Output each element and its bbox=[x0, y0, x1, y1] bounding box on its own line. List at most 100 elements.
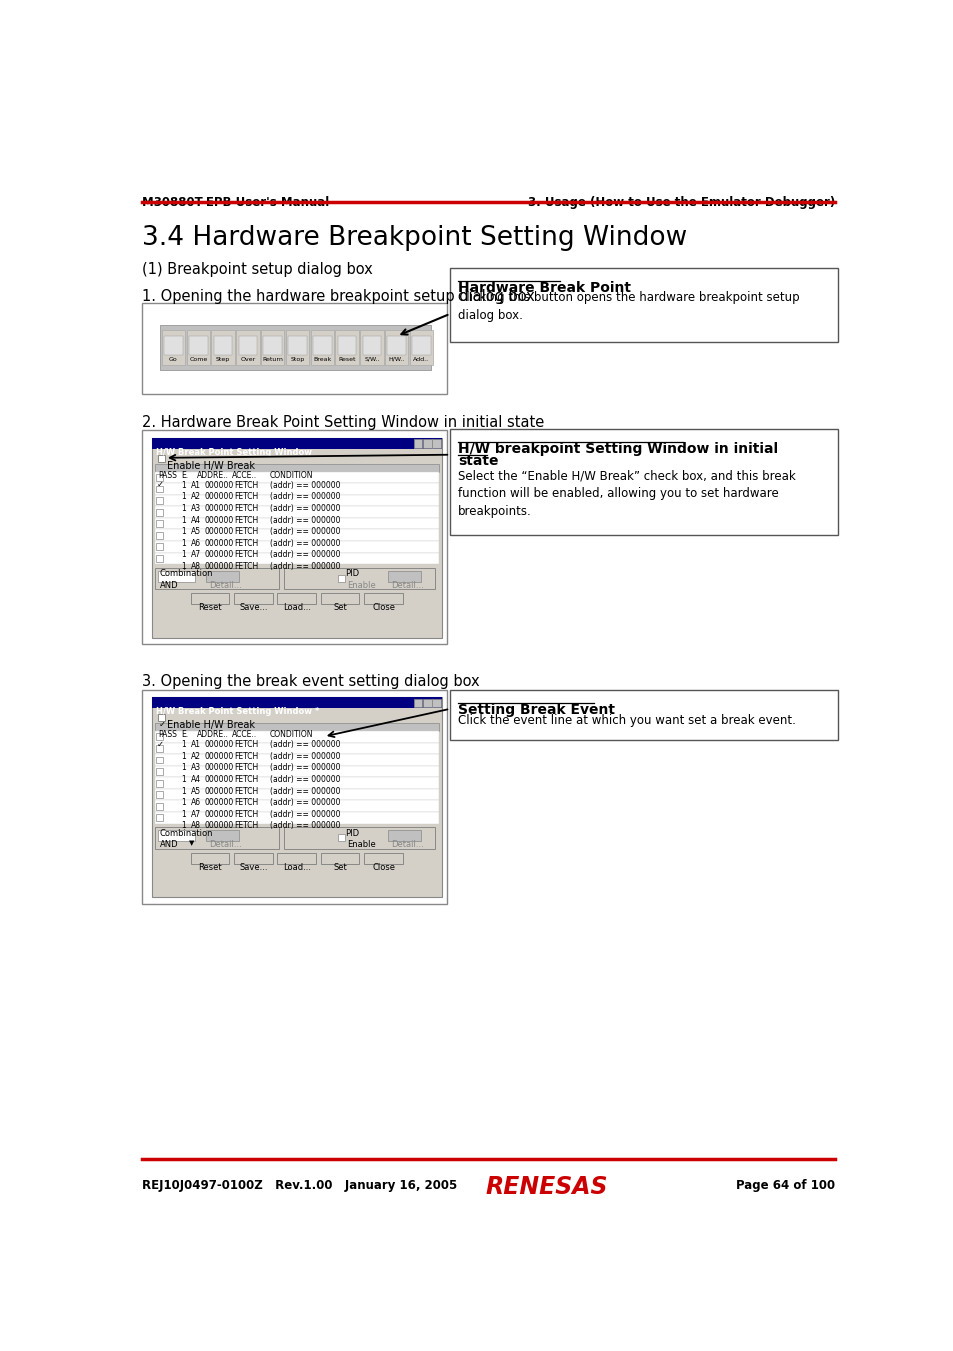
FancyBboxPatch shape bbox=[320, 852, 359, 863]
Text: PID: PID bbox=[345, 830, 359, 838]
Text: 1: 1 bbox=[181, 798, 186, 807]
FancyBboxPatch shape bbox=[450, 689, 837, 739]
FancyBboxPatch shape bbox=[191, 852, 229, 863]
FancyBboxPatch shape bbox=[154, 567, 278, 589]
Text: CONDITION: CONDITION bbox=[270, 471, 313, 480]
Text: FETCH: FETCH bbox=[233, 786, 258, 796]
Text: FETCH: FETCH bbox=[233, 775, 258, 784]
FancyBboxPatch shape bbox=[142, 689, 447, 904]
Text: M30880T-EPB User's Manual: M30880T-EPB User's Manual bbox=[142, 196, 330, 209]
Text: (1) Breakpoint setup dialog box: (1) Breakpoint setup dialog box bbox=[142, 262, 373, 277]
Text: Break: Break bbox=[313, 357, 331, 362]
FancyBboxPatch shape bbox=[154, 812, 439, 824]
Text: 2. Hardware Break Point Setting Window in initial state: 2. Hardware Break Point Setting Window i… bbox=[142, 415, 544, 430]
FancyBboxPatch shape bbox=[152, 697, 442, 708]
Text: Set: Set bbox=[333, 863, 347, 871]
Text: 000000: 000000 bbox=[204, 493, 233, 501]
Text: (addr) == 000000: (addr) == 000000 bbox=[270, 798, 339, 807]
Text: FETCH: FETCH bbox=[233, 493, 258, 501]
Text: A5: A5 bbox=[191, 527, 200, 536]
FancyBboxPatch shape bbox=[335, 330, 358, 365]
FancyBboxPatch shape bbox=[414, 698, 422, 708]
Text: FETCH: FETCH bbox=[233, 809, 258, 819]
Text: Page 64 of 100: Page 64 of 100 bbox=[736, 1178, 835, 1192]
Text: Enable: Enable bbox=[347, 840, 375, 850]
Text: 1: 1 bbox=[181, 481, 186, 490]
FancyBboxPatch shape bbox=[313, 336, 332, 354]
Text: (addr) == 000000: (addr) == 000000 bbox=[270, 775, 339, 784]
FancyBboxPatch shape bbox=[410, 330, 433, 365]
Text: 000000: 000000 bbox=[204, 562, 233, 570]
FancyBboxPatch shape bbox=[142, 430, 447, 644]
Text: Detail...: Detail... bbox=[209, 840, 242, 850]
Text: FETCH: FETCH bbox=[233, 740, 258, 750]
Text: 1: 1 bbox=[181, 740, 186, 750]
Text: Reset: Reset bbox=[198, 863, 221, 871]
Text: A4: A4 bbox=[191, 775, 200, 784]
FancyBboxPatch shape bbox=[156, 555, 163, 562]
FancyBboxPatch shape bbox=[154, 723, 439, 731]
FancyBboxPatch shape bbox=[283, 567, 435, 589]
Text: Stop: Stop bbox=[290, 357, 304, 362]
Text: 000000: 000000 bbox=[204, 809, 233, 819]
Text: (addr) == 000000: (addr) == 000000 bbox=[270, 821, 339, 831]
Text: Reset: Reset bbox=[338, 357, 355, 362]
Text: Click the event line at which you want set a break event.: Click the event line at which you want s… bbox=[457, 715, 795, 727]
Text: Add..: Add.. bbox=[413, 357, 429, 362]
FancyBboxPatch shape bbox=[154, 540, 439, 553]
Text: Reset: Reset bbox=[198, 604, 221, 612]
Text: Select the “Enable H/W Break” check box, and this break
function will be enabled: Select the “Enable H/W Break” check box,… bbox=[457, 469, 795, 519]
Text: A2: A2 bbox=[191, 753, 200, 761]
FancyBboxPatch shape bbox=[236, 330, 259, 365]
Text: (addr) == 000000: (addr) == 000000 bbox=[270, 550, 339, 559]
Text: ADDRE..: ADDRE.. bbox=[196, 731, 229, 739]
Text: ACCE..: ACCE.. bbox=[233, 471, 257, 480]
Text: (addr) == 000000: (addr) == 000000 bbox=[270, 809, 339, 819]
FancyBboxPatch shape bbox=[159, 326, 431, 370]
FancyBboxPatch shape bbox=[364, 593, 402, 604]
Text: 000000: 000000 bbox=[204, 539, 233, 547]
Text: PASS: PASS bbox=[158, 471, 176, 480]
Text: A7: A7 bbox=[191, 550, 200, 559]
Text: 1. Opening the hardware breakpoint setup dialog box: 1. Opening the hardware breakpoint setup… bbox=[142, 289, 535, 304]
Text: Enable: Enable bbox=[347, 581, 375, 590]
Text: 1: 1 bbox=[181, 550, 186, 559]
Text: A8: A8 bbox=[191, 562, 200, 570]
Text: A5: A5 bbox=[191, 786, 200, 796]
FancyBboxPatch shape bbox=[450, 428, 837, 535]
FancyBboxPatch shape bbox=[263, 336, 282, 354]
FancyBboxPatch shape bbox=[154, 777, 439, 789]
Text: (addr) == 000000: (addr) == 000000 bbox=[270, 740, 339, 750]
Text: (addr) == 000000: (addr) == 000000 bbox=[270, 786, 339, 796]
Text: A1: A1 bbox=[191, 740, 200, 750]
Text: H/W..: H/W.. bbox=[388, 357, 404, 362]
Text: FETCH: FETCH bbox=[233, 504, 258, 513]
Text: FETCH: FETCH bbox=[233, 550, 258, 559]
Text: H/W Break Point Setting Window *: H/W Break Point Setting Window * bbox=[155, 708, 318, 716]
Text: 1: 1 bbox=[181, 809, 186, 819]
Text: Enable H/W Break: Enable H/W Break bbox=[167, 461, 255, 471]
Text: 1: 1 bbox=[181, 821, 186, 831]
Text: Load...: Load... bbox=[282, 863, 311, 871]
Text: ▼: ▼ bbox=[189, 840, 194, 847]
Text: (addr) == 000000: (addr) == 000000 bbox=[270, 763, 339, 773]
Text: A1: A1 bbox=[191, 481, 200, 490]
FancyBboxPatch shape bbox=[189, 336, 208, 354]
FancyBboxPatch shape bbox=[156, 802, 163, 809]
FancyBboxPatch shape bbox=[277, 593, 315, 604]
Text: H/W breakpoint Setting Window in initial: H/W breakpoint Setting Window in initial bbox=[457, 442, 778, 455]
Text: (addr) == 000000: (addr) == 000000 bbox=[270, 527, 339, 536]
FancyBboxPatch shape bbox=[156, 792, 163, 798]
Text: Combination: Combination bbox=[159, 570, 213, 578]
FancyBboxPatch shape bbox=[191, 593, 229, 604]
FancyBboxPatch shape bbox=[187, 330, 210, 365]
FancyBboxPatch shape bbox=[156, 734, 163, 740]
FancyBboxPatch shape bbox=[156, 815, 163, 821]
Text: Clicking this button opens the hardware breakpoint setup
dialog box.: Clicking this button opens the hardware … bbox=[457, 292, 799, 323]
Text: 1: 1 bbox=[181, 527, 186, 536]
FancyBboxPatch shape bbox=[158, 831, 195, 842]
Text: (addr) == 000000: (addr) == 000000 bbox=[270, 481, 339, 490]
Text: A6: A6 bbox=[191, 539, 200, 547]
Text: Save...: Save... bbox=[239, 604, 267, 612]
FancyBboxPatch shape bbox=[152, 697, 442, 897]
